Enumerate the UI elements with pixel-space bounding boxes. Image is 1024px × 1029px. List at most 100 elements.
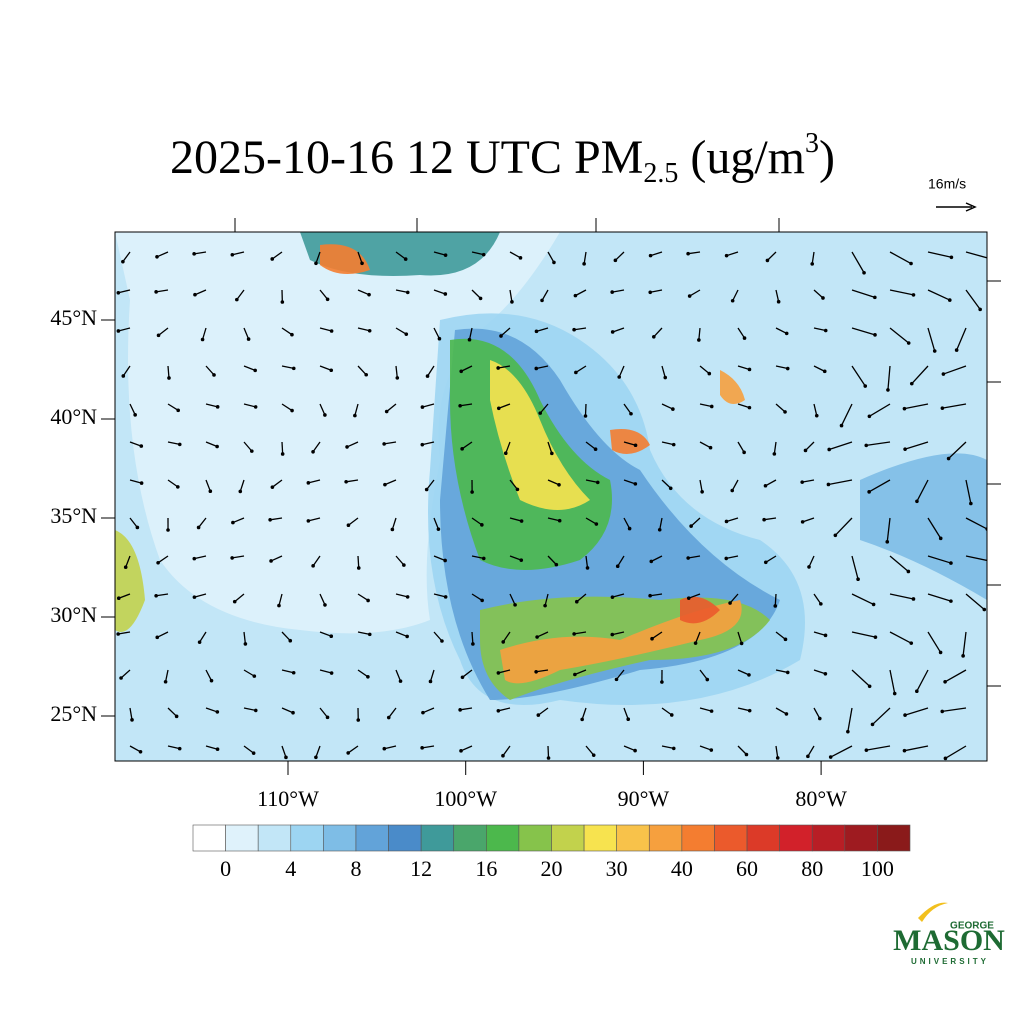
wind-arrow-head	[885, 540, 889, 544]
wind-arrow-head	[216, 747, 220, 751]
wind-arrow-head	[497, 406, 501, 410]
wind-arrow-head	[504, 451, 508, 455]
wind-arrow-head	[461, 676, 465, 680]
wind-arrow-head	[209, 489, 213, 493]
wind-arrow-head	[592, 753, 596, 757]
wind-arrow-head	[697, 338, 701, 342]
logo: GEORGE MASON UNIVERSITY	[893, 903, 1005, 967]
wind-arrow-head	[610, 633, 614, 637]
wind-arrow-head	[459, 369, 463, 373]
wind-arrow-head	[705, 678, 709, 682]
colorbar-box	[291, 825, 324, 851]
wind-arrow-head	[950, 255, 954, 259]
title-main: 2025-10-16 12 UTC PM	[170, 131, 643, 184]
wind-arrow-head	[686, 556, 690, 560]
wind-arrow-head	[356, 718, 360, 722]
wind-arrow-head	[233, 600, 237, 604]
wind-arrow-head	[893, 692, 897, 696]
wind-arrow-head	[496, 366, 500, 370]
wind-arrow-head	[961, 654, 965, 658]
wind-arrow-head	[139, 444, 143, 448]
colorbar-box	[356, 825, 389, 851]
colorbar-label: 100	[861, 856, 894, 881]
wind-arrow-head	[595, 522, 599, 526]
wind-arrow-head	[480, 523, 484, 527]
wind-arrow-head	[687, 596, 691, 600]
wind-arrow-head	[288, 639, 292, 643]
wind-arrow-head	[516, 488, 520, 492]
wind-arrow-head	[290, 333, 294, 337]
wind-arrow-head	[366, 675, 370, 679]
wind-arrow-head	[470, 490, 474, 494]
wind-arrow-head	[663, 376, 667, 380]
wind-arrow-head	[121, 260, 125, 264]
title-superscript: 3	[805, 128, 819, 159]
wind-arrow-head	[440, 639, 444, 643]
logo-flame	[918, 903, 948, 922]
wind-arrow-head	[155, 636, 159, 640]
wind-arrow-head	[941, 406, 945, 410]
wind-arrow-head	[368, 633, 372, 637]
wind-arrow-head	[535, 330, 539, 334]
wind-arrow-head	[231, 521, 235, 525]
wind-arrow-head	[404, 257, 408, 261]
wind-arrow-head	[710, 709, 714, 713]
wind-arrow-head	[364, 373, 368, 377]
wind-arrow-head	[865, 748, 869, 752]
wind-arrow-head	[513, 603, 517, 607]
wind-arrow-head	[387, 716, 391, 720]
wind-arrow-head	[785, 332, 789, 336]
wind-arrow-head	[873, 296, 877, 300]
wind-arrow-head	[479, 297, 483, 301]
wind-arrow-head	[230, 556, 234, 560]
wind-arrow-head	[670, 713, 674, 717]
wind-arrow-head	[247, 337, 251, 341]
wind-arrow-head	[939, 651, 943, 655]
wind-arrow-head	[933, 349, 937, 353]
wind-arrow-head	[271, 485, 275, 489]
wind-arrow-head	[268, 518, 272, 522]
wind-arrow-head	[329, 634, 333, 638]
wind-arrow-head	[399, 679, 403, 683]
wind-arrow-head	[864, 444, 868, 448]
wind-arrow-head	[425, 488, 429, 492]
wind-arrow-head	[807, 565, 811, 569]
wind-arrow-head	[940, 710, 944, 714]
wind-arrow-head	[730, 489, 734, 493]
wind-arrow-head	[443, 559, 447, 563]
wind-arrow-head	[510, 300, 514, 304]
wind-arrow-head	[538, 411, 542, 415]
wind-arrow-head	[804, 449, 808, 453]
wind-arrow-head	[421, 405, 425, 409]
logo-bottom: UNIVERSITY	[911, 957, 989, 966]
wind-arrow-head	[482, 557, 486, 561]
wind-arrow-head	[269, 559, 273, 563]
wind-arrow-head	[497, 709, 501, 713]
wind-arrow-head	[192, 557, 196, 561]
wind-arrow-head	[846, 730, 850, 734]
wind-arrow-head	[254, 709, 258, 713]
wind-arrow-head	[547, 756, 551, 760]
wind-arrow-head	[444, 253, 448, 257]
wind-arrow-head	[742, 451, 746, 455]
wind-arrow-head	[910, 382, 914, 386]
wind-arrow-head	[555, 563, 559, 567]
wind-arrow-head	[810, 262, 814, 266]
wind-arrow-head	[121, 374, 125, 378]
wind-arrow-head	[557, 483, 561, 487]
wind-arrow-head	[117, 596, 121, 600]
wind-arrow-head	[543, 604, 547, 608]
wind-arrow-head	[669, 486, 673, 490]
wind-arrow-head	[429, 680, 433, 684]
wind-arrow-head	[944, 757, 948, 761]
colorbar-box	[454, 825, 487, 851]
wind-arrow-head	[357, 566, 361, 570]
wind-arrow-head	[192, 252, 196, 256]
wind-arrow-head	[660, 680, 664, 684]
wind-arrow-head	[912, 293, 916, 297]
wind-arrow-head	[594, 447, 598, 451]
wind-arrow-head	[215, 445, 219, 449]
wind-arrow-head	[238, 490, 242, 494]
wind-arrow-head	[253, 369, 257, 373]
